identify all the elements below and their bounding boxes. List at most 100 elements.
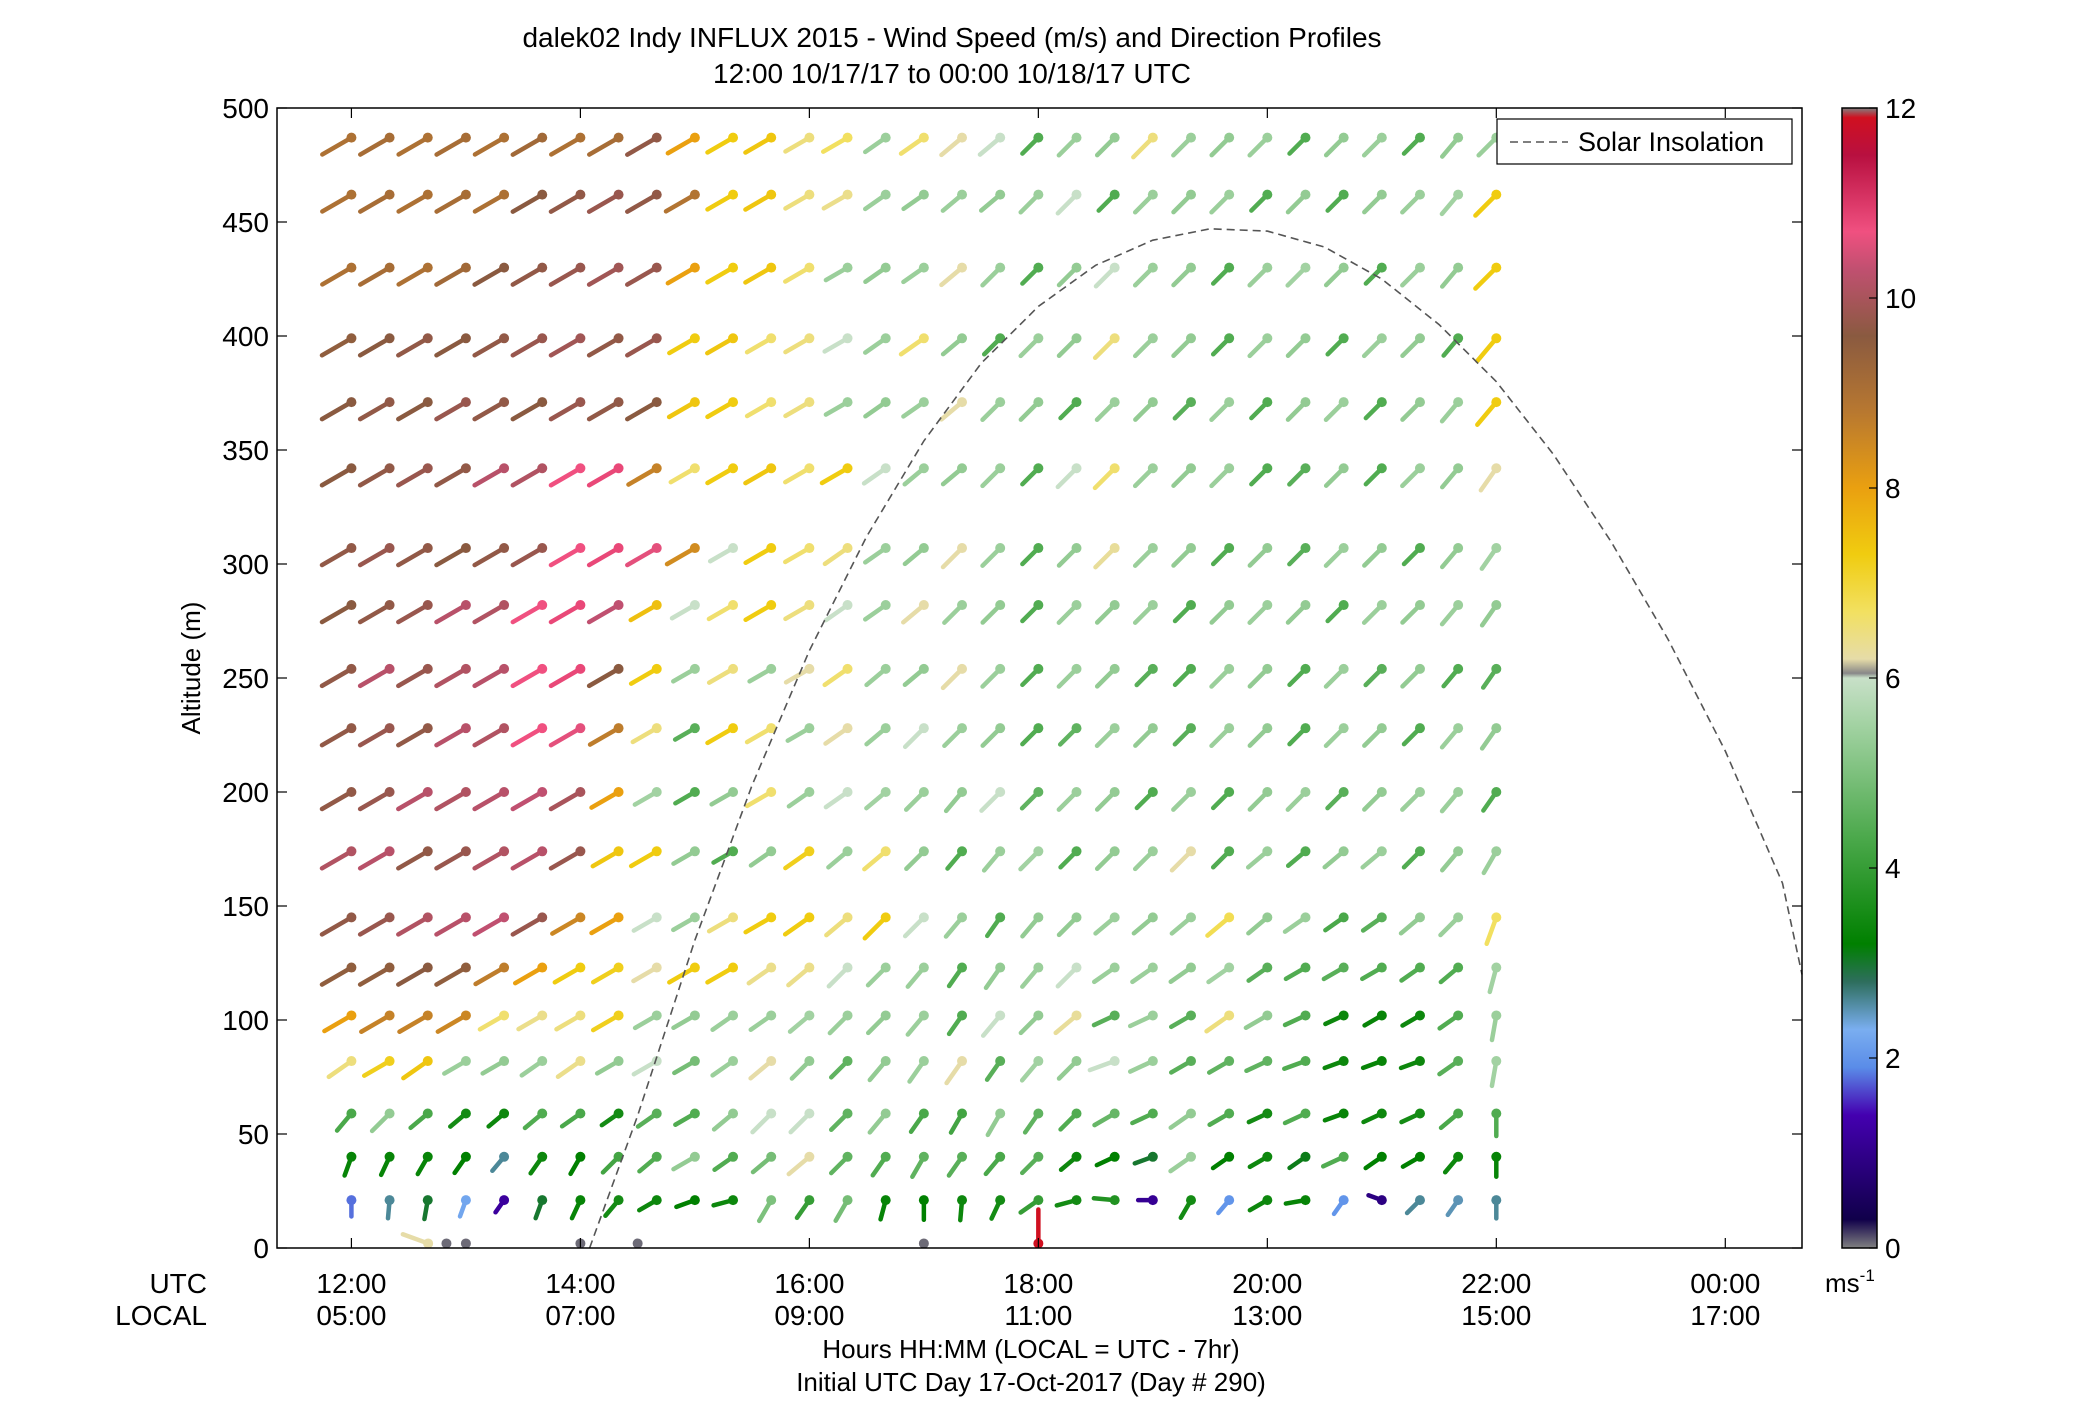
wind-barb-head bbox=[1033, 1108, 1044, 1119]
wind-barb-shaft bbox=[549, 135, 583, 157]
wind-barb-head bbox=[1185, 132, 1196, 143]
wind-barb-head bbox=[1300, 723, 1311, 734]
wind-barb bbox=[510, 333, 548, 358]
wind-barb-head bbox=[384, 543, 395, 554]
wind-barb-head bbox=[1414, 663, 1425, 674]
wind-barbs bbox=[319, 132, 1502, 1249]
wind-barb-head bbox=[689, 1151, 700, 1162]
x-tick-label-local: 11:00 bbox=[1004, 1300, 1072, 1331]
y-tick-label: 500 bbox=[222, 93, 269, 124]
wind-barb bbox=[1487, 962, 1502, 995]
y-tick-label: 150 bbox=[222, 891, 269, 922]
wind-barb bbox=[940, 189, 968, 213]
wind-barb-head bbox=[880, 397, 891, 408]
wind-barb bbox=[434, 787, 471, 812]
wind-barb bbox=[980, 600, 1006, 625]
wind-barb-shaft bbox=[548, 725, 583, 748]
wind-barb-head bbox=[766, 1056, 777, 1067]
wind-barb bbox=[548, 600, 586, 625]
wind-barb-head bbox=[1453, 1195, 1464, 1206]
wind-barb bbox=[548, 463, 586, 488]
wind-barb-head bbox=[1338, 333, 1349, 344]
wind-barb-head bbox=[537, 912, 548, 923]
wind-barb bbox=[1169, 912, 1196, 936]
x-tick-label-local: 17:00 bbox=[1690, 1300, 1760, 1331]
wind-barb-head bbox=[1071, 663, 1082, 674]
wind-barb-head bbox=[766, 333, 777, 344]
wind-barb-head bbox=[1185, 912, 1196, 923]
wind-barb bbox=[671, 1010, 700, 1031]
wind-barb-head bbox=[880, 1056, 891, 1067]
wind-barb-shaft bbox=[472, 336, 507, 358]
wind-barb bbox=[901, 600, 929, 625]
wind-barb bbox=[1366, 1193, 1387, 1206]
wind-barb bbox=[1020, 543, 1044, 567]
wind-barb-head bbox=[537, 463, 548, 474]
wind-barb-head bbox=[957, 787, 968, 797]
wind-barb-head bbox=[575, 1195, 586, 1206]
wind-barb bbox=[1439, 262, 1464, 289]
wind-barb bbox=[1478, 463, 1502, 493]
wind-barb-head bbox=[460, 1238, 471, 1249]
wind-barb bbox=[632, 787, 662, 807]
wind-barb bbox=[1441, 663, 1464, 689]
wind-barb-head bbox=[1224, 262, 1235, 273]
wind-barb bbox=[472, 189, 510, 214]
wind-barb bbox=[1400, 1010, 1425, 1028]
wind-barb-head bbox=[613, 663, 624, 674]
wind-barb bbox=[667, 962, 700, 985]
wind-barb-head bbox=[1147, 1108, 1158, 1119]
wind-barb bbox=[510, 787, 548, 812]
wind-barb bbox=[635, 1108, 662, 1129]
wind-barb-head bbox=[1033, 333, 1044, 344]
wind-barb bbox=[668, 463, 700, 485]
wind-barb-shaft bbox=[319, 399, 354, 422]
wind-barb-head bbox=[346, 663, 357, 674]
y-tick-label: 0 bbox=[253, 1233, 269, 1264]
wind-barb bbox=[590, 846, 624, 869]
wind-barb-head bbox=[460, 787, 471, 797]
wind-barb-head bbox=[1376, 333, 1387, 344]
wind-barb bbox=[1091, 1195, 1120, 1206]
wind-barb bbox=[1362, 543, 1387, 568]
wind-barb bbox=[746, 962, 777, 986]
wind-barb bbox=[665, 262, 700, 286]
wind-barb bbox=[396, 262, 433, 287]
wind-barb bbox=[510, 723, 548, 748]
wind-barb-head bbox=[1147, 543, 1158, 554]
wind-barb-shaft bbox=[586, 545, 621, 568]
wind-barb-head bbox=[384, 1108, 395, 1119]
wind-barb-head bbox=[957, 463, 968, 474]
wind-barb-head bbox=[689, 189, 700, 200]
wind-barb-head bbox=[880, 1010, 891, 1021]
wind-barb-shaft bbox=[434, 545, 469, 568]
wind-barb-head bbox=[1338, 1151, 1349, 1162]
wind-barb bbox=[828, 1056, 853, 1080]
colorbar-tick-label: 0 bbox=[1885, 1233, 1901, 1264]
wind-barb bbox=[1325, 189, 1349, 213]
wind-barb-head bbox=[689, 463, 700, 474]
wind-barb bbox=[396, 600, 433, 625]
wind-barb-head bbox=[613, 463, 624, 474]
wind-barb-head bbox=[995, 787, 1006, 797]
wind-barb-head bbox=[1262, 1108, 1273, 1119]
wind-barb bbox=[548, 723, 586, 748]
wind-barb-head bbox=[1147, 600, 1158, 611]
wind-barb-head bbox=[460, 962, 471, 973]
wind-barb-head bbox=[422, 600, 433, 611]
wind-barb bbox=[743, 600, 777, 623]
wind-barb-head bbox=[651, 1010, 662, 1021]
wind-barb-head bbox=[689, 132, 700, 143]
wind-barb-head bbox=[1414, 543, 1425, 554]
wind-barb-head bbox=[842, 912, 853, 923]
wind-barb bbox=[319, 912, 357, 937]
wind-barb bbox=[1473, 262, 1502, 291]
wind-barb-head bbox=[1185, 846, 1196, 857]
wind-barb-head bbox=[995, 463, 1006, 474]
wind-barb-head bbox=[1185, 962, 1196, 973]
wind-barb bbox=[401, 1056, 433, 1081]
wind-barb-head bbox=[918, 1238, 929, 1249]
wind-barb bbox=[594, 1056, 624, 1076]
wind-barb bbox=[1491, 1195, 1502, 1221]
wind-barb bbox=[1400, 262, 1425, 288]
